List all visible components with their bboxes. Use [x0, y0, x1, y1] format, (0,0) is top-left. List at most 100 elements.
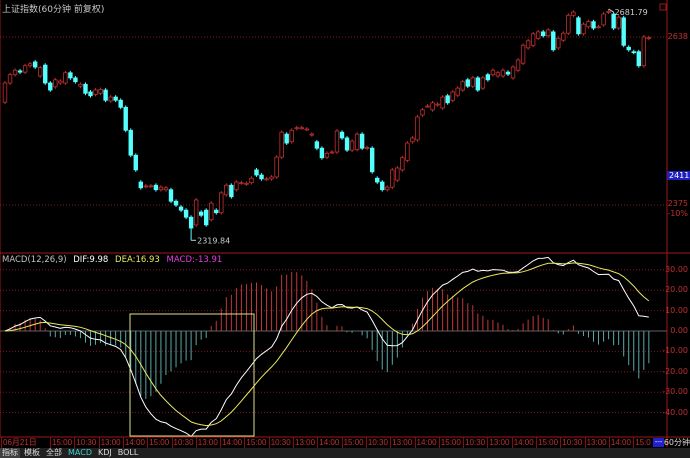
- candle-body: [571, 11, 576, 16]
- time-label: 10:30: [560, 437, 583, 448]
- tab-item-1[interactable]: 模板: [24, 448, 40, 457]
- candle-body: [32, 61, 38, 68]
- time-label: 14:00: [122, 437, 145, 448]
- candle-body: [485, 74, 491, 81]
- candle-body: [219, 192, 224, 214]
- current-price-label: 2411.8: [667, 171, 690, 180]
- candle-body: [556, 37, 561, 49]
- candle-body: [304, 128, 309, 131]
- candle-body: [279, 131, 284, 158]
- candle-body: [495, 72, 501, 77]
- tab-item-0[interactable]: 指标: [0, 448, 20, 458]
- candle-body: [299, 127, 304, 130]
- macd-axis-label: -40.00: [662, 407, 688, 417]
- candle-body: [123, 106, 128, 131]
- high-marker-line: [608, 8, 614, 13]
- time-label: 10:30: [463, 437, 486, 448]
- chart-title: 上证指数(60分钟 前复权): [2, 5, 105, 15]
- candle-body: [12, 69, 18, 76]
- candle-body: [319, 147, 325, 159]
- candle-body: [641, 36, 647, 67]
- time-label: 15:0: [633, 437, 651, 448]
- candle-body: [385, 186, 390, 191]
- low-marker-label: 2319.84: [197, 236, 230, 245]
- macd-name: MACD(12,26,9): [2, 255, 67, 265]
- candle-body: [636, 51, 641, 67]
- candle-body: [63, 72, 68, 84]
- candle-body: [314, 141, 320, 149]
- candle-body: [631, 51, 636, 54]
- time-label: 15:00: [50, 437, 73, 448]
- candle-body: [395, 167, 400, 181]
- time-label: 14:00: [414, 437, 437, 448]
- candle-body: [193, 199, 199, 226]
- time-label: 13:00: [195, 437, 218, 448]
- candle-body: [445, 95, 450, 104]
- tab-item-2[interactable]: 全部: [46, 448, 62, 457]
- time-label: 14:00: [608, 437, 631, 448]
- candle-body: [324, 152, 330, 158]
- price-label-2375: 2375: [667, 199, 688, 208]
- candle-body: [455, 87, 460, 96]
- dea-value: DEA:16.93: [115, 255, 160, 265]
- macd-axis-label: -30.00: [662, 387, 688, 397]
- candle-body: [515, 59, 521, 71]
- tab-macd[interactable]: MACD: [68, 448, 92, 457]
- annotation-box: [129, 313, 255, 437]
- time-axis: 06月21日 15:00 10:30 13:00 14:00 15:00 10:30 13:0…: [0, 437, 690, 448]
- candle-body: [98, 88, 103, 94]
- candle-body: [450, 91, 455, 101]
- candle-body: [400, 157, 405, 171]
- time-label: 15:00: [341, 437, 364, 448]
- indicator-tabs: 指标 模板 全部 MACD KDJ BOLL: [0, 448, 690, 458]
- candle-body: [344, 137, 350, 151]
- candle-body: [209, 202, 214, 221]
- time-label: 14:00: [220, 437, 243, 448]
- period-box[interactable]: ---: [653, 438, 664, 447]
- candle-body: [229, 184, 234, 198]
- candle-body: [284, 133, 289, 144]
- candle-body: [541, 31, 546, 37]
- candle-body: [475, 77, 481, 91]
- candle-body: [525, 40, 531, 49]
- candle-body: [510, 66, 516, 79]
- candle-body: [354, 133, 360, 150]
- candle-body: [113, 96, 118, 101]
- candle-body: [369, 147, 375, 173]
- candle-body: [480, 77, 486, 89]
- time-label: 15:00: [244, 437, 267, 448]
- candle-body: [364, 147, 370, 149]
- tab-kdj[interactable]: KDJ: [97, 448, 112, 457]
- candle-body: [329, 151, 335, 154]
- candle-body: [601, 13, 606, 26]
- candle-body: [53, 79, 58, 88]
- candle-body: [606, 11, 611, 13]
- candle-body: [108, 96, 113, 102]
- candle-body: [93, 89, 98, 95]
- candle-body: [168, 189, 174, 202]
- time-label: 06月21日: [1, 437, 37, 448]
- candle-body: [264, 178, 269, 181]
- candle-body: [239, 182, 244, 185]
- candle-body: [611, 13, 616, 29]
- candle-body: [375, 177, 380, 183]
- candle-body: [490, 69, 496, 76]
- candle-body: [390, 169, 395, 188]
- candle-body: [349, 140, 355, 151]
- candle-body: [38, 67, 43, 77]
- candle-body: [7, 74, 13, 84]
- candle-body: [616, 16, 621, 29]
- dif-line: [4, 256, 649, 438]
- macd-axis-label: 30.00: [665, 264, 688, 274]
- macd-axis-label: 0.00: [670, 326, 688, 335]
- candle-body: [17, 70, 23, 73]
- period-label[interactable]: 60分钟: [663, 438, 690, 447]
- candle-body: [153, 184, 159, 191]
- candle-body: [78, 83, 83, 87]
- tab-boll[interactable]: BOLL: [117, 448, 139, 457]
- macd-axis-label: 10.00: [665, 305, 688, 315]
- candle-body: [58, 80, 63, 84]
- candle-body: [425, 105, 430, 108]
- candle-body: [339, 131, 345, 139]
